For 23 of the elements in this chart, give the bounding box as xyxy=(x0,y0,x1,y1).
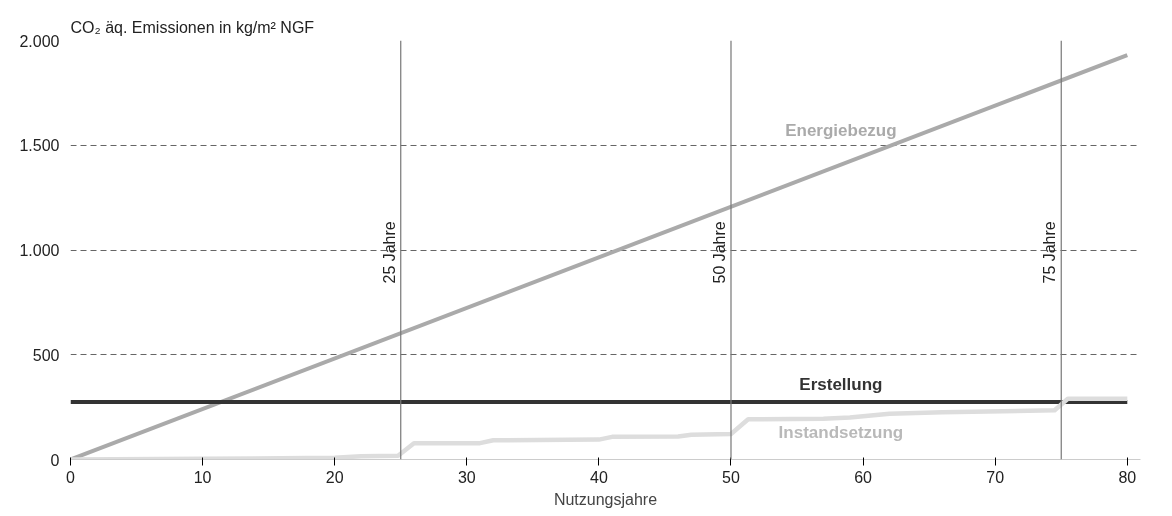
series-label: Erstellung xyxy=(799,374,883,394)
y-tick-label: 0 xyxy=(50,451,60,469)
y-tick-label: 500 xyxy=(32,346,60,364)
y-axis-title: CO₂ äq. Emissionen in kg/m² NGF xyxy=(70,18,315,36)
x-tick-label: 40 xyxy=(590,468,608,486)
x-tick-label: 30 xyxy=(457,468,476,486)
y-tick-label: 1.000 xyxy=(19,242,60,259)
series-label: Energiebezug xyxy=(785,120,897,140)
ref-line-label: 25 Jahre xyxy=(380,221,398,284)
x-axis-title: Nutzungsjahre xyxy=(553,490,658,508)
x-tick-label: 20 xyxy=(325,468,344,486)
ref-line-label: 75 Jahre xyxy=(1041,221,1059,284)
y-tick-label: 1.500 xyxy=(19,137,60,155)
x-tick-label: 60 xyxy=(854,468,873,486)
series-label: Instandsetzung xyxy=(778,423,904,443)
x-tick-label: 80 xyxy=(1118,468,1137,486)
x-tick-label: 0 xyxy=(66,468,76,486)
x-tick-label: 50 xyxy=(722,468,740,486)
x-tick-label: 70 xyxy=(986,468,1005,486)
ref-line-label: 50 Jahre xyxy=(710,221,728,284)
y-tick-label: 2.000 xyxy=(19,32,60,50)
line-series xyxy=(70,396,1130,460)
x-tick-label: 10 xyxy=(193,468,212,486)
